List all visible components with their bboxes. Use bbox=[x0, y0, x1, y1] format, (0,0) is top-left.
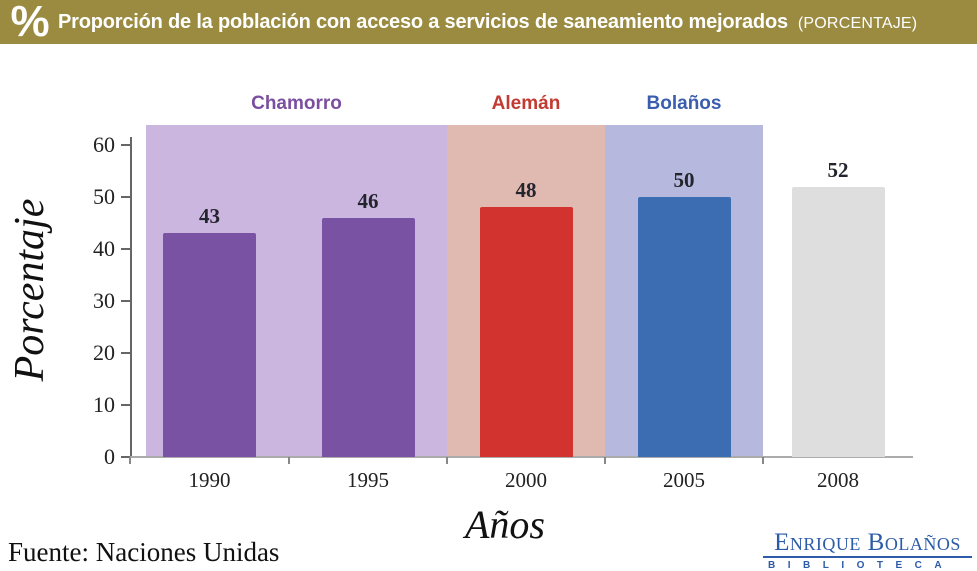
y-tick-20 bbox=[121, 352, 130, 354]
x-tick-label-2008: 2008 bbox=[817, 468, 859, 492]
y-tick-30 bbox=[121, 300, 130, 302]
value-label-2005: 50 bbox=[673, 168, 695, 192]
y-tick-label-60: 60 bbox=[93, 132, 115, 157]
y-tick-label-40: 40 bbox=[93, 236, 115, 261]
x-axis-title: Años bbox=[465, 502, 545, 547]
x-axis-tick bbox=[129, 457, 131, 464]
value-label-2000: 48 bbox=[515, 178, 537, 203]
period-label-alema-n: Alemán bbox=[491, 93, 561, 114]
bar-1995 bbox=[321, 217, 415, 457]
y-tick-label-20: 20 bbox=[93, 340, 115, 365]
page-title: Proporción de la población con acceso a … bbox=[58, 10, 788, 33]
period-label-chamorro: Chamorro bbox=[251, 93, 342, 114]
period-label-bolan-os: Bolaños bbox=[646, 93, 722, 114]
y-tick-label-10: 10 bbox=[93, 392, 115, 417]
x-axis-tick bbox=[446, 457, 448, 464]
y-tick-0 bbox=[121, 456, 130, 458]
y-axis-line bbox=[130, 137, 132, 458]
x-tick-label-1990: 1990 bbox=[188, 468, 231, 492]
y-tick-50 bbox=[121, 196, 130, 198]
x-axis-tick bbox=[762, 457, 764, 464]
y-tick-label-30: 30 bbox=[93, 288, 115, 313]
y-tick-40 bbox=[121, 248, 130, 250]
x-axis-line bbox=[130, 456, 913, 458]
x-axis-tick bbox=[288, 457, 290, 464]
source-text: Fuente: Naciones Unidas bbox=[8, 537, 280, 567]
bar-2005 bbox=[637, 197, 731, 457]
x-tick-label-2005: 2005 bbox=[663, 468, 705, 492]
x-axis-tick bbox=[604, 457, 606, 464]
value-label-1990: 43 bbox=[199, 204, 220, 229]
y-tick-label-50: 50 bbox=[93, 184, 115, 209]
value-label-2008: 52 bbox=[827, 157, 849, 182]
logo-subtitle: BIBLIOTECA bbox=[768, 560, 955, 571]
x-tick-label-2000: 2000 bbox=[505, 468, 547, 492]
header-bar: % Proporción de la población con acceso … bbox=[0, 0, 977, 44]
logo-title: Enrique Bolaños bbox=[763, 530, 972, 558]
library-logo: Enrique Bolaños BIBLIOTECA bbox=[763, 530, 972, 571]
y-tick-10 bbox=[121, 404, 130, 406]
value-label-1995: 46 bbox=[357, 188, 379, 213]
percent-icon: % bbox=[10, 0, 49, 46]
bar-1990 bbox=[163, 233, 256, 457]
page-subtitle: (PORCENTAJE) bbox=[797, 14, 918, 32]
x-tick-label-1995: 1995 bbox=[347, 468, 389, 492]
y-axis-title: Porcentaje bbox=[7, 198, 53, 382]
bar-2008 bbox=[791, 186, 885, 457]
y-tick-label-0: 0 bbox=[104, 444, 115, 469]
bar-2000 bbox=[479, 207, 573, 457]
y-tick-60 bbox=[121, 144, 130, 146]
